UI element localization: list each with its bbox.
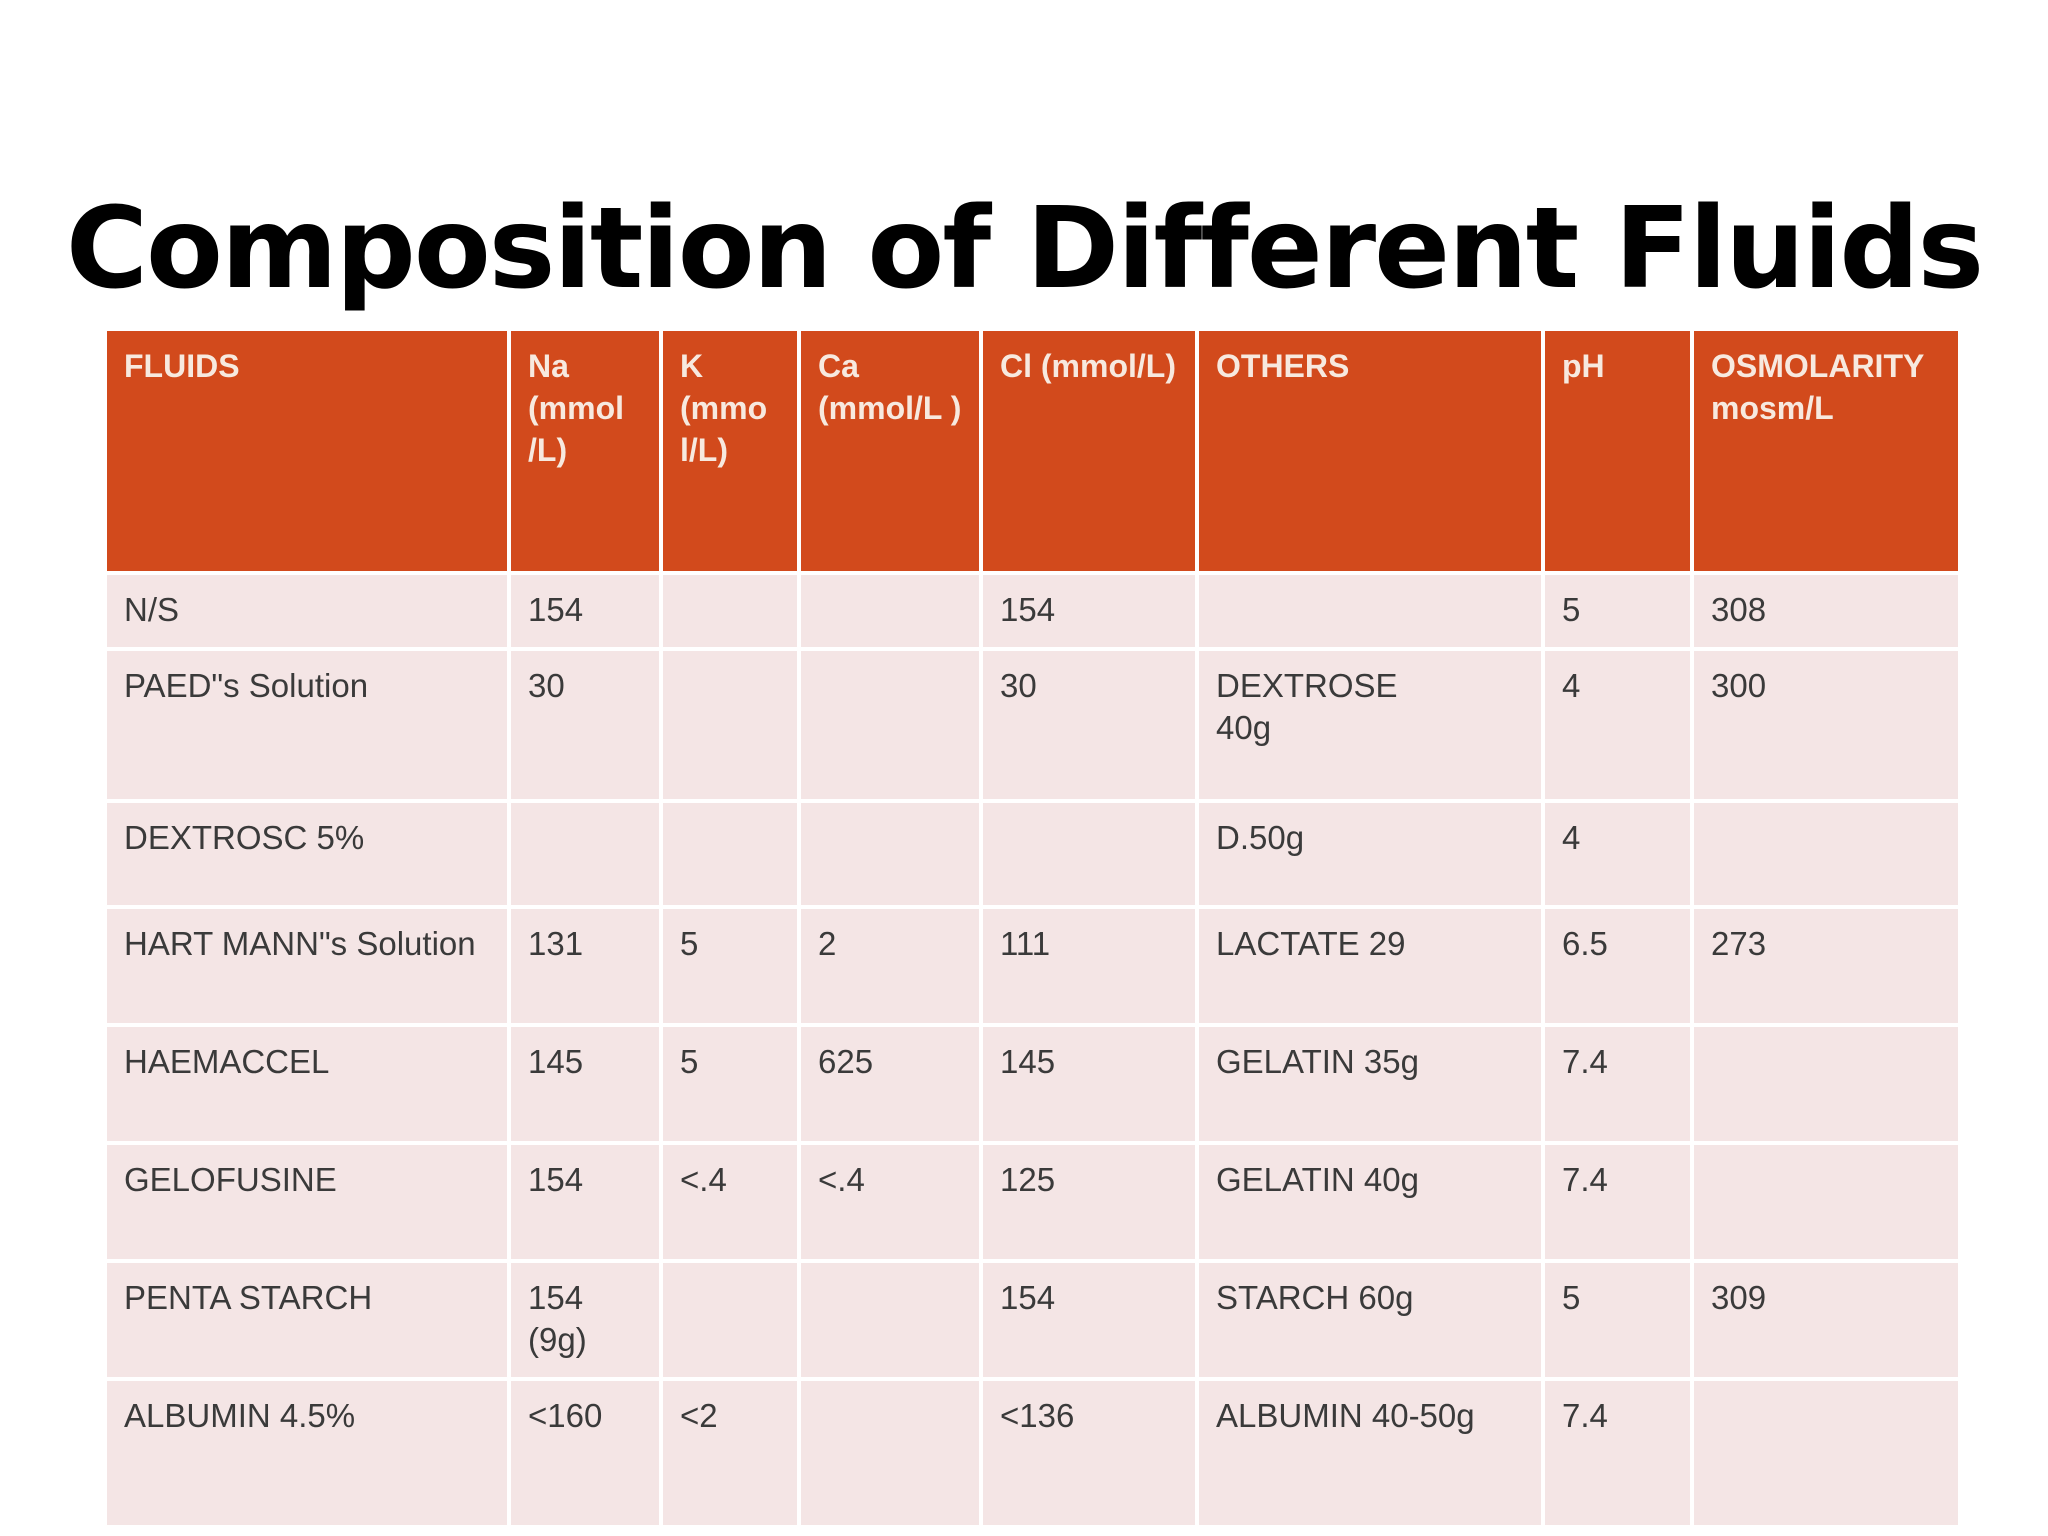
cell-ph: 7.4	[1541, 1141, 1694, 1263]
header-k: K (mmo l/L)	[659, 327, 801, 575]
cell-na: <160	[507, 1377, 663, 1529]
cell-na: 154	[507, 571, 663, 651]
cell-osmolarity: 308	[1690, 571, 1962, 651]
cell-na: 131	[507, 905, 663, 1027]
cell-fluid: PENTA STARCH	[103, 1259, 511, 1381]
header-ph: pH	[1541, 327, 1694, 575]
slide-title: Composition of Different Fluids	[65, 184, 1984, 315]
cell-cl	[979, 799, 1199, 909]
table-row: HAEMACCEL 145 5 625 145 GELATIN 35g 7.4	[103, 1023, 1962, 1145]
cell-fluid: ALBUMIN 4.5%	[103, 1377, 511, 1529]
cell-k	[659, 799, 801, 909]
cell-osmolarity: 300	[1690, 647, 1962, 803]
cell-others: D.50g	[1195, 799, 1545, 909]
cell-ph: 5	[1541, 571, 1694, 651]
cell-ph: 6.5	[1541, 905, 1694, 1027]
cell-ph: 4	[1541, 647, 1694, 803]
cell-cl: 154	[979, 571, 1199, 651]
cell-fluid: HAEMACCEL	[103, 1023, 511, 1145]
fluid-composition-table: FLUIDS Na (mmol /L) K (mmo l/L) Ca (mmol…	[103, 327, 1962, 1529]
header-osmolarity: OSMOLARITY mosm/L	[1690, 327, 1962, 575]
cell-k	[659, 1259, 801, 1381]
cell-others: LACTATE 29	[1195, 905, 1545, 1027]
cell-fluid: DEXTROSC 5%	[103, 799, 511, 909]
header-na: Na (mmol /L)	[507, 327, 663, 575]
cell-na: 154	[507, 1141, 663, 1263]
header-ca: Ca (mmol/L )	[797, 327, 983, 575]
cell-ca	[797, 647, 983, 803]
table-row: ALBUMIN 4.5% <160 <2 <136 ALBUMIN 40-50g…	[103, 1377, 1962, 1529]
cell-k: <.4	[659, 1141, 801, 1263]
cell-ph: 4	[1541, 799, 1694, 909]
table-row: PENTA STARCH 154 (9g) 154 STARCH 60g 5 3…	[103, 1259, 1962, 1381]
cell-osmolarity	[1690, 1023, 1962, 1145]
cell-ca	[797, 1377, 983, 1529]
cell-cl: 154	[979, 1259, 1199, 1381]
cell-na: 30	[507, 647, 663, 803]
cell-k: 5	[659, 905, 801, 1027]
table-row: GELOFUSINE 154 <.4 <.4 125 GELATIN 40g 7…	[103, 1141, 1962, 1263]
cell-ph: 7.4	[1541, 1377, 1694, 1529]
cell-na: 145	[507, 1023, 663, 1145]
table-row: DEXTROSC 5% D.50g 4	[103, 799, 1962, 909]
cell-cl: 111	[979, 905, 1199, 1027]
cell-others: GELATIN 35g	[1195, 1023, 1545, 1145]
header-others: OTHERS	[1195, 327, 1545, 575]
cell-ca: 625	[797, 1023, 983, 1145]
cell-others: ALBUMIN 40-50g	[1195, 1377, 1545, 1529]
table-row: N/S 154 154 5 308	[103, 571, 1962, 651]
cell-fluid: PAED"s Solution	[103, 647, 511, 803]
cell-ca	[797, 799, 983, 909]
cell-cl: <136	[979, 1377, 1199, 1529]
cell-others: STARCH 60g	[1195, 1259, 1545, 1381]
cell-fluid: N/S	[103, 571, 511, 651]
cell-cl: 145	[979, 1023, 1199, 1145]
cell-others	[1195, 571, 1545, 651]
cell-fluid: GELOFUSINE	[103, 1141, 511, 1263]
cell-k: 5	[659, 1023, 801, 1145]
table-row: HART MANN"s Solution 131 5 2 111 LACTATE…	[103, 905, 1962, 1027]
cell-osmolarity: 309	[1690, 1259, 1962, 1381]
header-cl: Cl (mmol/L)	[979, 327, 1199, 575]
cell-cl: 125	[979, 1141, 1199, 1263]
cell-ca	[797, 571, 983, 651]
cell-ph: 5	[1541, 1259, 1694, 1381]
cell-osmolarity: 273	[1690, 905, 1962, 1027]
cell-k: <2	[659, 1377, 801, 1529]
table-row: PAED"s Solution 30 30 DEXTROSE 40g 4 300	[103, 647, 1962, 803]
cell-ca	[797, 1259, 983, 1381]
cell-osmolarity	[1690, 1377, 1962, 1529]
table-header-row: FLUIDS Na (mmol /L) K (mmo l/L) Ca (mmol…	[103, 327, 1962, 575]
cell-cl: 30	[979, 647, 1199, 803]
header-fluids: FLUIDS	[103, 327, 511, 575]
cell-osmolarity	[1690, 799, 1962, 909]
cell-ca: 2	[797, 905, 983, 1027]
cell-ph: 7.4	[1541, 1023, 1694, 1145]
cell-na: 154 (9g)	[507, 1259, 663, 1381]
cell-ca: <.4	[797, 1141, 983, 1263]
cell-k	[659, 571, 801, 651]
cell-na	[507, 799, 663, 909]
cell-fluid: HART MANN"s Solution	[103, 905, 511, 1027]
cell-osmolarity	[1690, 1141, 1962, 1263]
cell-others: GELATIN 40g	[1195, 1141, 1545, 1263]
cell-others: DEXTROSE 40g	[1195, 647, 1545, 803]
cell-k	[659, 647, 801, 803]
